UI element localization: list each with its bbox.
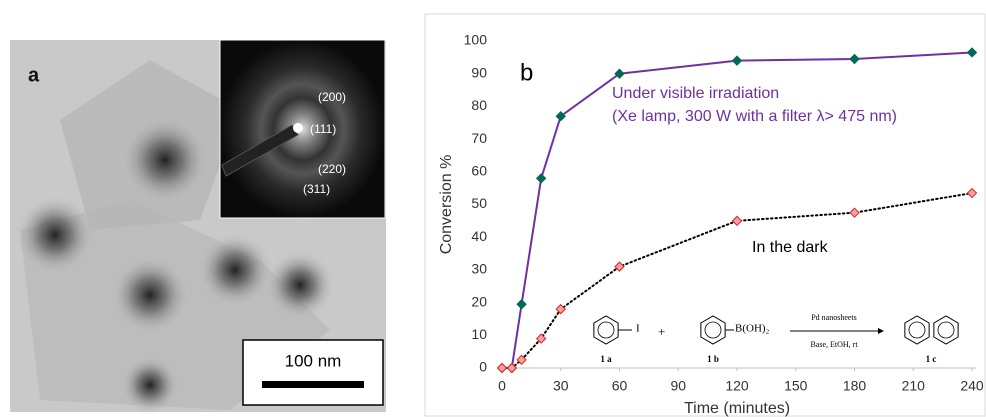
y-tick-label: 40 xyxy=(471,228,487,244)
y-tick-label: 100 xyxy=(464,32,488,48)
x-tick-label: 210 xyxy=(902,378,926,394)
x-tick-label: 90 xyxy=(670,378,686,394)
scale-bar xyxy=(262,381,364,388)
series-label: Under visible irradiation xyxy=(612,85,779,102)
x-tick-label: 180 xyxy=(843,378,867,394)
y-tick-label: 50 xyxy=(471,195,487,211)
x-axis-label: Time (minutes) xyxy=(684,400,790,417)
y-tick-label: 0 xyxy=(479,359,487,375)
y-tick-label: 80 xyxy=(471,97,487,113)
flake xyxy=(265,250,335,320)
flake xyxy=(120,115,210,205)
flake xyxy=(15,195,95,275)
scale-bar-box xyxy=(243,340,383,405)
y-tick-label: 60 xyxy=(471,163,487,179)
y-tick-label: 10 xyxy=(471,326,487,342)
panel-label: b xyxy=(520,59,533,86)
series-label: In the dark xyxy=(752,239,829,256)
central-spot xyxy=(293,123,303,133)
ring-label: (200) xyxy=(318,90,346,104)
x-tick-label: 60 xyxy=(612,378,628,394)
panel-label: a xyxy=(28,64,40,86)
chart-frame xyxy=(425,14,985,416)
flake xyxy=(110,255,190,335)
x-tick-label: 150 xyxy=(784,378,808,394)
reaction-text: Pd nanosheets xyxy=(811,313,857,322)
x-tick-label: 120 xyxy=(725,378,749,394)
y-tick-label: 30 xyxy=(471,261,487,277)
flake xyxy=(197,232,273,308)
figure: a (200) (111) (220) (311) 100 nm 0 10 20 30… xyxy=(0,0,986,417)
flake xyxy=(120,355,180,415)
ring-label: (111) xyxy=(310,122,336,136)
x-tick-label: 30 xyxy=(553,378,569,394)
reaction-text: B(OH)₂ xyxy=(735,323,770,335)
micrograph: a (200) (111) (220) (311) 100 nm xyxy=(10,40,386,415)
compound-label: 1 a xyxy=(600,354,612,364)
ring-label: (311) xyxy=(303,182,330,196)
y-tick-label: 70 xyxy=(471,130,487,146)
annotation: (Xe lamp, 300 W with a filter λ> 475 nm) xyxy=(612,108,897,125)
y-tick-label: 20 xyxy=(471,293,487,309)
reaction-text: + xyxy=(658,324,665,339)
scale-bar-label: 100 nm xyxy=(285,351,342,370)
reaction-text: I xyxy=(636,323,640,335)
x-tick-label: 0 xyxy=(498,378,506,394)
reaction-text: Base, EtOH, rt xyxy=(810,340,858,349)
compound-label: 1 c xyxy=(926,354,937,364)
y-axis-label: Conversion % xyxy=(438,155,455,255)
compound-label: 1 b xyxy=(707,354,719,364)
ring-label: (220) xyxy=(318,162,346,176)
x-tick-label: 240 xyxy=(960,378,984,394)
y-tick-label: 90 xyxy=(471,64,487,80)
